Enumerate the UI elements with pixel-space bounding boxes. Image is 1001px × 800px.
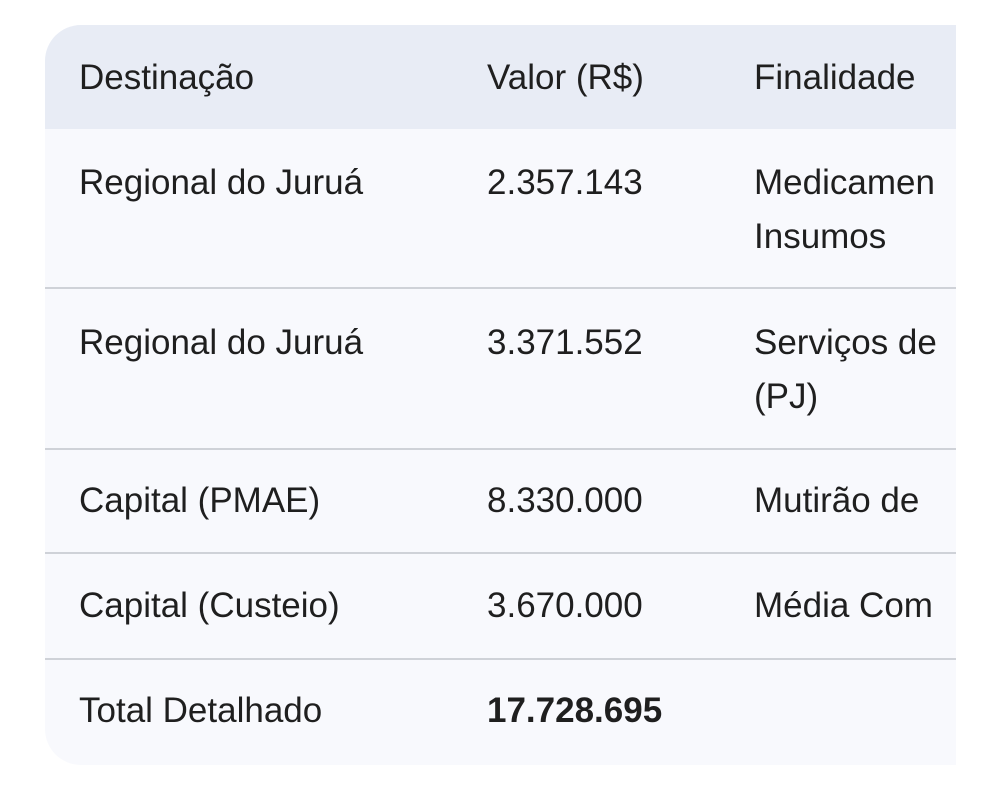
- row-divider: [45, 552, 956, 554]
- cell-finalidade: Serviços de (PJ): [754, 316, 956, 424]
- cell-finalidade-line: Mutirão de: [754, 481, 920, 520]
- cell-finalidade-line: Medicamen: [754, 163, 935, 202]
- table-row: Regional do Juruá 3.371.552 Serviços de …: [45, 289, 956, 450]
- row-divider: [45, 287, 956, 289]
- cell-finalidade: Mutirão de: [754, 474, 956, 528]
- header-destinacao: Destinação: [79, 58, 255, 97]
- total-label: Total Detalhado: [79, 691, 323, 730]
- cell-finalidade: Média Com: [754, 579, 956, 633]
- table-row: Capital (PMAE) 8.330.000 Mutirão de: [45, 450, 956, 554]
- table-header: Destinação Valor (R$) Finalidade: [45, 25, 956, 129]
- cell-destinacao: Regional do Juruá: [79, 323, 364, 362]
- data-table: Destinação Valor (R$) Finalidade Regiona…: [45, 25, 956, 765]
- total-value: 17.728.695: [487, 691, 663, 730]
- cell-finalidade-line: (PJ): [754, 377, 819, 416]
- cell-valor: 3.371.552: [487, 323, 643, 362]
- header-finalidade: Finalidade: [754, 58, 916, 97]
- table-row: Capital (Custeio) 3.670.000 Média Com: [45, 554, 956, 660]
- table-row: Regional do Juruá 2.357.143 Medicamen In…: [45, 129, 956, 289]
- cell-destinacao: Regional do Juruá: [79, 163, 364, 202]
- cell-finalidade: Medicamen Insumos: [754, 156, 956, 264]
- cell-valor: 2.357.143: [487, 163, 643, 202]
- cell-valor: 3.670.000: [487, 586, 643, 625]
- cell-finalidade-line: Insumos: [754, 217, 887, 256]
- row-divider: [45, 658, 956, 660]
- cell-destinacao: Capital (Custeio): [79, 586, 340, 625]
- cell-destinacao: Capital (PMAE): [79, 481, 321, 520]
- cell-finalidade-line: Serviços de: [754, 323, 937, 362]
- header-valor: Valor (R$): [487, 58, 644, 97]
- row-divider: [45, 448, 956, 450]
- cell-finalidade-line: Média Com: [754, 586, 933, 625]
- cell-valor: 8.330.000: [487, 481, 643, 520]
- table-total-row: Total Detalhado 17.728.695: [45, 660, 956, 765]
